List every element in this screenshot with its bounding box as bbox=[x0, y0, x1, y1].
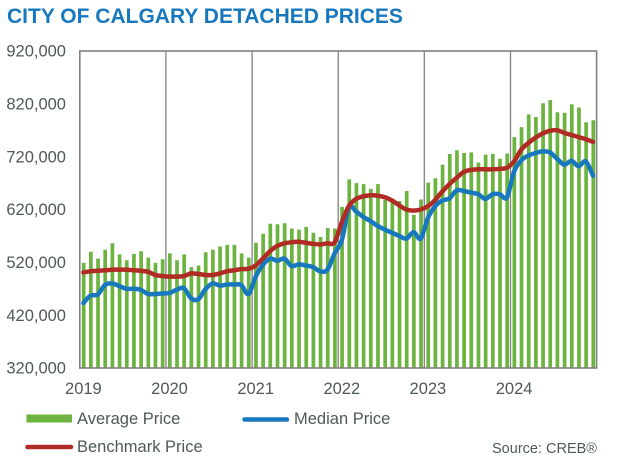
svg-text:2022: 2022 bbox=[323, 380, 360, 398]
svg-text:720,000: 720,000 bbox=[6, 148, 66, 166]
svg-text:2024: 2024 bbox=[496, 380, 533, 398]
svg-text:Average Price: Average Price bbox=[77, 410, 180, 428]
svg-text:520,000: 520,000 bbox=[6, 254, 66, 272]
svg-text:420,000: 420,000 bbox=[6, 307, 66, 325]
svg-text:620,000: 620,000 bbox=[6, 201, 66, 219]
svg-text:2020: 2020 bbox=[151, 380, 188, 398]
svg-text:820,000: 820,000 bbox=[6, 96, 66, 114]
svg-text:2019: 2019 bbox=[65, 380, 102, 398]
svg-text:2023: 2023 bbox=[410, 380, 447, 398]
svg-text:2021: 2021 bbox=[237, 380, 274, 398]
svg-text:Source: CREB®: Source: CREB® bbox=[492, 441, 597, 457]
svg-text:Median Price: Median Price bbox=[294, 410, 390, 428]
svg-text:Benchmark Price: Benchmark Price bbox=[77, 438, 203, 456]
svg-text:920,000: 920,000 bbox=[6, 43, 66, 61]
svg-text:320,000: 320,000 bbox=[6, 360, 66, 378]
